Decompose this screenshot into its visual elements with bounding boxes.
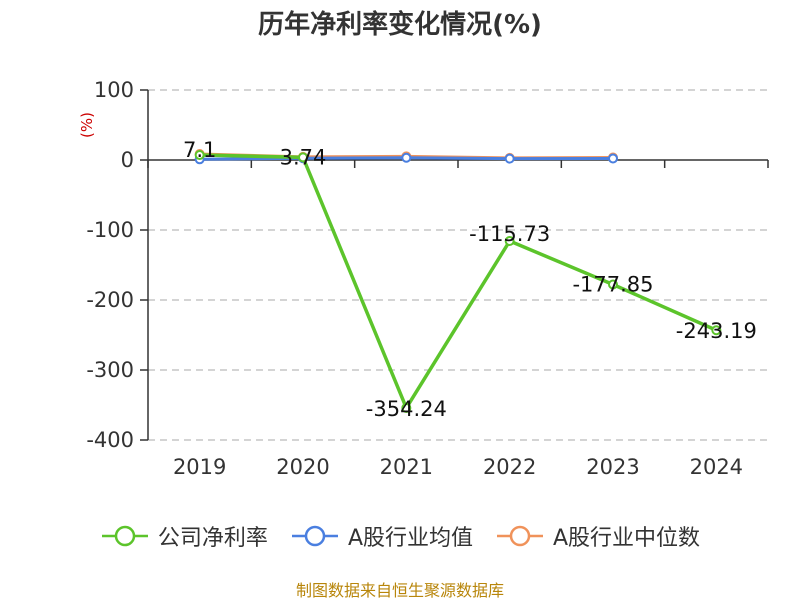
label-layer: 7.1 3.74 -354.24 -115.73 -177.85 -243.19 (183, 138, 757, 421)
data-point (401, 402, 412, 413)
data-point (608, 153, 618, 164)
legend: 公司净利率 A股行业均值 A股行业中位数 (0, 520, 800, 552)
data-point (504, 153, 515, 164)
data-point (504, 236, 515, 247)
line-chart: 100 0 -100 -200 -300 -400 2019 2020 2021 2022 2023… (78, 78, 769, 479)
grid-layer (148, 89, 768, 441)
unit-label: (%) (78, 112, 96, 138)
legend-swatch-icon (291, 525, 338, 547)
y-tick-label: 100 (94, 78, 134, 102)
legend-item[interactable]: 公司净利率 (100, 520, 268, 552)
data-point (401, 152, 412, 163)
source-note: 制图数据来自恒生聚源数据库 (295, 581, 504, 600)
data-label: 7.1 (183, 138, 216, 162)
legend-marker (114, 525, 136, 547)
axis-layer: 100 0 -100 -200 -300 -400 2019 2020 2021 2022 2023… (78, 78, 769, 479)
y-tick-label: 0 (121, 148, 134, 172)
x-tick-label: 2019 (173, 455, 226, 479)
chart-title: 历年净利率变化情况(%) (258, 10, 542, 40)
legend-marker (304, 525, 326, 547)
x-tick-label: 2021 (380, 455, 433, 479)
data-point (608, 279, 618, 290)
legend-swatch-icon (497, 525, 543, 547)
y-tick-label: -100 (86, 218, 134, 242)
x-tick-label: 2020 (276, 455, 329, 479)
x-tick-label: 2023 (586, 455, 639, 479)
data-point (298, 152, 308, 163)
legend-label: A股行业中位数 (553, 526, 701, 551)
y-tick-label: -300 (86, 358, 134, 382)
data-label: -243.19 (676, 319, 757, 343)
data-point (194, 150, 205, 161)
x-tick-label: 2022 (483, 455, 536, 479)
data-label: -177.85 (572, 272, 653, 296)
legend-marker (509, 525, 531, 547)
data-label: 3.74 (280, 145, 327, 169)
legend-label: 公司净利率 (157, 526, 268, 551)
x-tick-label: 2024 (690, 455, 743, 479)
series-layer (194, 149, 722, 413)
legend-swatch-icon (101, 525, 148, 547)
data-label: -115.73 (469, 222, 550, 246)
data-label: -354.24 (366, 397, 447, 421)
legend-label: A股行业均值 (347, 526, 473, 551)
legend-item[interactable]: A股行业均值 (290, 520, 473, 552)
y-tick-label: -200 (86, 288, 134, 312)
legend-item[interactable]: A股行业中位数 (495, 520, 700, 552)
data-point (711, 325, 722, 336)
series-line-0 (199, 153, 718, 410)
y-tick-label: -400 (86, 428, 134, 452)
